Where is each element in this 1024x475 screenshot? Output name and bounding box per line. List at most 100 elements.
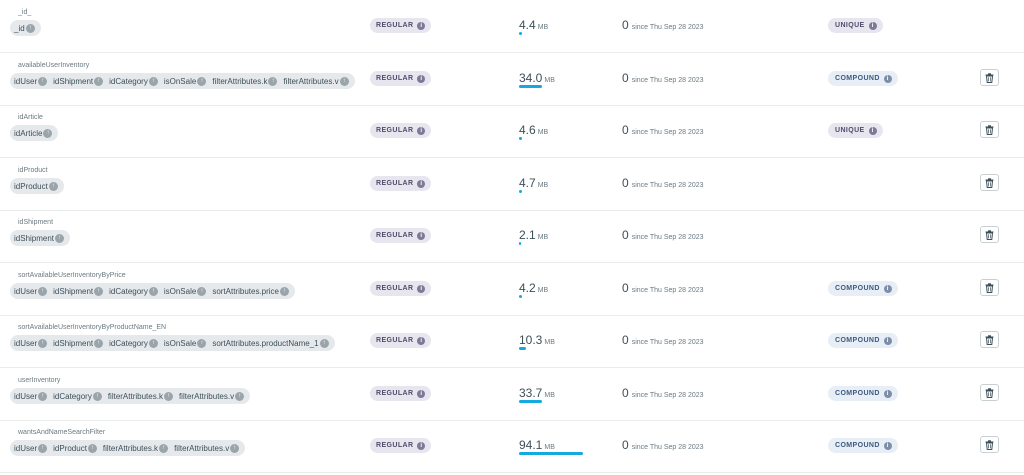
index-type-label: REGULAR [376, 285, 414, 292]
info-icon[interactable]: i [417, 284, 426, 293]
index-usage-since: since Thu Sep 28 2023 [631, 287, 704, 294]
index-property-badge[interactable]: COMPOUND i [828, 281, 898, 296]
info-icon[interactable]: i [883, 389, 892, 398]
index-name: userInventory [18, 377, 61, 384]
index-usage: 0 since Thu Sep 28 2023 [622, 331, 704, 349]
info-icon[interactable]: i [883, 336, 892, 345]
delete-index-button[interactable] [980, 69, 999, 86]
info-icon[interactable]: i [883, 74, 892, 83]
info-icon[interactable]: i [868, 21, 877, 30]
index-size: 4.6 MB [519, 121, 548, 139]
arrow-up-icon: ↑ [94, 286, 104, 296]
index-type-badge[interactable]: REGULAR i [370, 176, 432, 191]
index-size: 4.7 MB [519, 174, 548, 192]
arrow-up-icon: ↑ [148, 286, 158, 296]
delete-index-button[interactable] [980, 436, 999, 453]
index-property-badge[interactable]: COMPOUND i [828, 386, 898, 401]
info-icon[interactable]: i [883, 441, 892, 450]
index-property-badge[interactable]: UNIQUE i [828, 123, 883, 138]
arrow-up-icon: ↑ [25, 23, 35, 33]
index-field: idUser ↑ [14, 286, 48, 296]
delete-index-button[interactable] [980, 121, 999, 138]
index-property-badge[interactable]: COMPOUND i [828, 333, 898, 348]
info-icon[interactable]: i [417, 126, 426, 135]
index-property-badge[interactable]: COMPOUND i [828, 71, 898, 86]
index-size-bar [519, 137, 522, 140]
index-fields: idShipment ↑ [10, 230, 71, 246]
trash-icon [985, 282, 994, 293]
index-fields: idUser ↑ idShipment ↑ idCategory ↑ isOnSale ↑ fi… [10, 73, 355, 89]
index-fields: idUser ↑ idShipment ↑ idCategory ↑ isOnSale ↑ so… [10, 283, 296, 299]
info-icon[interactable]: i [883, 284, 892, 293]
index-usage-since: since Thu Sep 28 2023 [631, 392, 704, 399]
index-field: isOnSale ↑ [164, 286, 207, 296]
info-icon[interactable]: i [417, 441, 426, 450]
delete-index-button[interactable] [980, 384, 999, 401]
index-field: idUser ↑ [14, 338, 48, 348]
index-field: filterAttributes.v ↑ [174, 443, 240, 453]
index-fields: idUser ↑ idShipment ↑ idCategory ↑ isOnSale ↑ so… [10, 335, 335, 351]
delete-index-button[interactable] [980, 174, 999, 191]
trash-icon [985, 387, 994, 398]
index-size-bar [519, 190, 522, 193]
index-usage-since: since Thu Sep 28 2023 [631, 77, 704, 84]
index-property-badge[interactable]: COMPOUND i [828, 438, 898, 453]
arrow-up-icon: ↑ [38, 338, 48, 348]
index-usage-count: 0 [622, 281, 629, 295]
delete-index-button[interactable] [980, 279, 999, 296]
arrow-up-icon: ↑ [230, 443, 240, 453]
arrow-up-icon: ↑ [94, 76, 104, 86]
index-property-badge[interactable]: UNIQUE i [828, 18, 883, 33]
index-field: filterAttributes.k ↑ [107, 391, 173, 401]
info-icon[interactable]: i [417, 336, 426, 345]
info-icon[interactable]: i [868, 126, 877, 135]
info-icon[interactable]: i [417, 74, 426, 83]
index-size-value: 94.1 [519, 438, 543, 452]
info-icon[interactable]: i [417, 21, 426, 30]
index-field-label: idUser [14, 338, 38, 348]
index-type-badge[interactable]: REGULAR i [370, 386, 432, 401]
index-size-bar [519, 347, 526, 350]
index-field-label: idShipment [14, 233, 55, 243]
index-property-label: UNIQUE [835, 127, 865, 134]
delete-index-button[interactable] [980, 226, 999, 243]
index-type-badge[interactable]: REGULAR i [370, 123, 432, 138]
index-row: idShipment idShipment ↑ REGULAR i 2.1 MB 0 since… [0, 210, 1024, 263]
index-size-bar [519, 242, 521, 245]
index-usage-count: 0 [622, 176, 629, 190]
index-size-bar [519, 400, 542, 403]
index-field-label: filterAttributes.k [212, 76, 268, 86]
index-size-unit: MB [544, 77, 555, 84]
info-icon[interactable]: i [417, 231, 426, 240]
arrow-up-icon: ↑ [280, 286, 290, 296]
index-type-badge[interactable]: REGULAR i [370, 333, 432, 348]
index-field-label: filterAttributes.v [283, 76, 339, 86]
index-usage-count: 0 [622, 386, 629, 400]
arrow-up-icon: ↑ [38, 76, 48, 86]
index-size-unit: MB [537, 182, 549, 189]
index-field-label: idCategory [109, 286, 148, 296]
index-type-label: REGULAR [376, 337, 414, 344]
index-field-label: filterAttributes.k [107, 391, 163, 401]
index-usage: 0 since Thu Sep 28 2023 [622, 69, 704, 87]
index-field-label: filterAttributes.k [102, 443, 159, 453]
info-icon[interactable]: i [417, 389, 426, 398]
delete-index-button[interactable] [980, 331, 999, 348]
info-icon[interactable]: i [417, 179, 426, 188]
index-type-label: REGULAR [376, 232, 414, 239]
index-type-badge[interactable]: REGULAR i [370, 438, 432, 453]
index-type-badge[interactable]: REGULAR i [370, 281, 432, 296]
index-type-badge[interactable]: REGULAR i [370, 228, 432, 243]
index-type-badge[interactable]: REGULAR i [370, 18, 432, 33]
index-field: filterAttributes.k ↑ [212, 76, 278, 86]
index-row: wantsAndNameSearchFilter idUser ↑ idProduct… [0, 420, 1024, 473]
index-size-bar [519, 452, 583, 455]
index-usage: 0 since Thu Sep 28 2023 [622, 384, 704, 402]
index-field-label: idShipment [53, 338, 94, 348]
index-field: isOnSale ↑ [164, 338, 207, 348]
index-type-badge[interactable]: REGULAR i [370, 71, 432, 86]
index-name: sortAvailableUserInventoryByProductName_… [18, 324, 167, 331]
trash-icon [985, 72, 994, 83]
index-field-label: idShipment [53, 76, 94, 86]
index-size-value: 4.2 [519, 281, 536, 295]
